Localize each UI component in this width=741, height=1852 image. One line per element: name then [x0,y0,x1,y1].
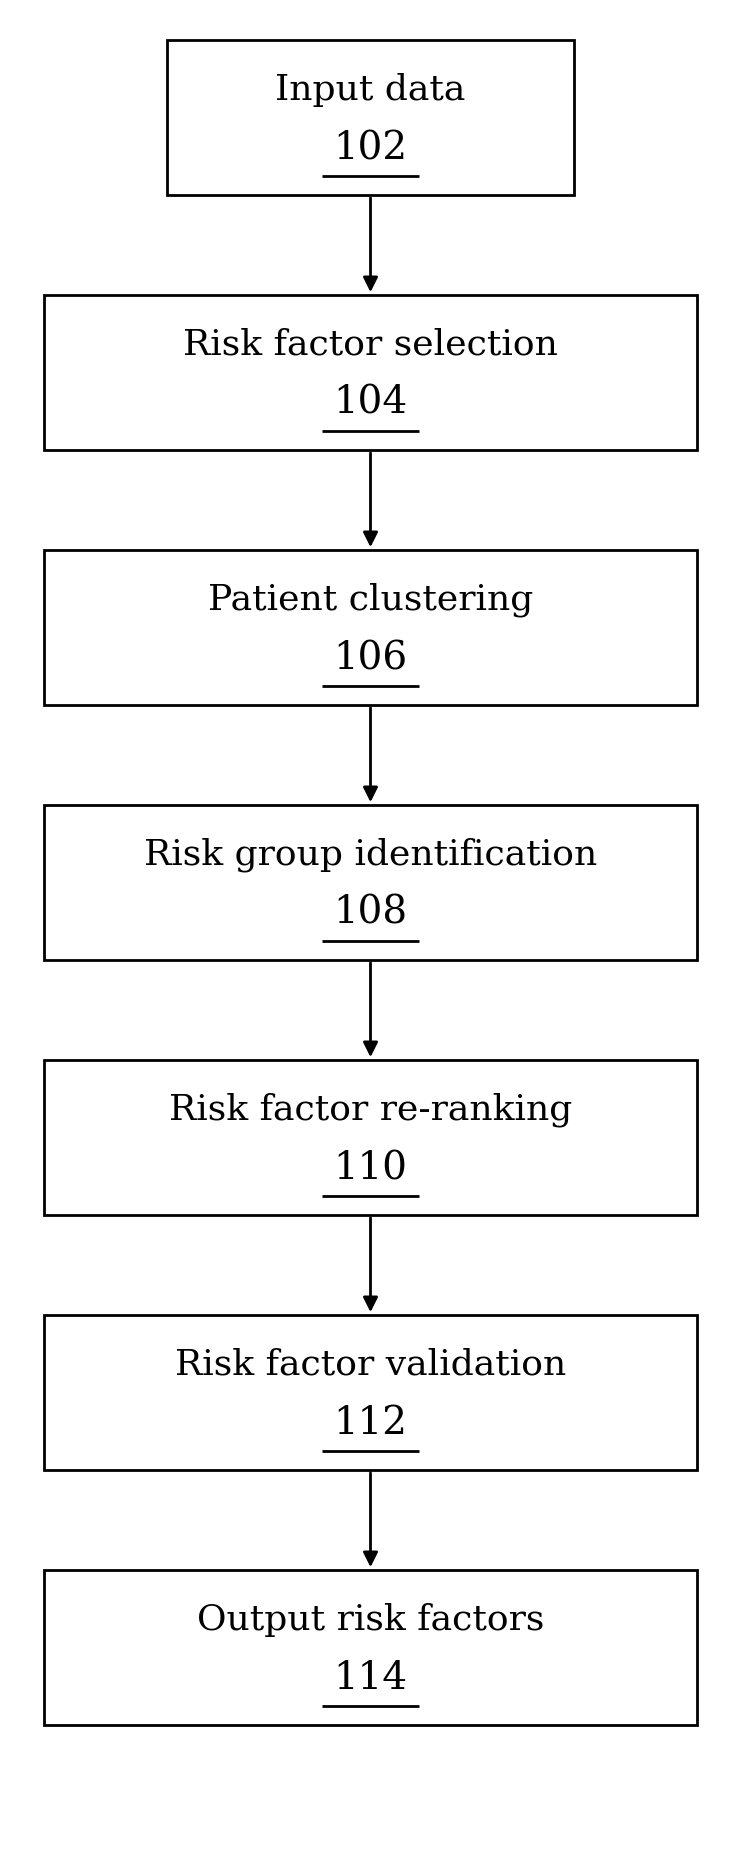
Text: 106: 106 [333,641,408,678]
Text: Risk factor selection: Risk factor selection [183,328,558,361]
Bar [44,1059,697,1215]
Text: Risk factor validation: Risk factor validation [175,1348,566,1382]
Text: Output risk factors: Output risk factors [197,1602,544,1637]
Text: 112: 112 [333,1406,408,1443]
Text: Risk factor re-ranking: Risk factor re-ranking [169,1093,572,1126]
Bar [44,1315,697,1470]
Text: 114: 114 [333,1659,408,1696]
Bar [44,550,697,706]
Text: 104: 104 [333,385,408,422]
Bar [44,1570,697,1724]
Text: Risk group identification: Risk group identification [144,837,597,872]
Bar [167,41,574,194]
Text: 110: 110 [333,1150,408,1187]
Bar [44,294,697,450]
Text: Patient clustering: Patient clustering [208,582,533,617]
Text: 102: 102 [333,130,408,167]
Text: 108: 108 [333,895,408,932]
Bar [44,806,697,959]
Text: Input data: Input data [276,72,465,107]
